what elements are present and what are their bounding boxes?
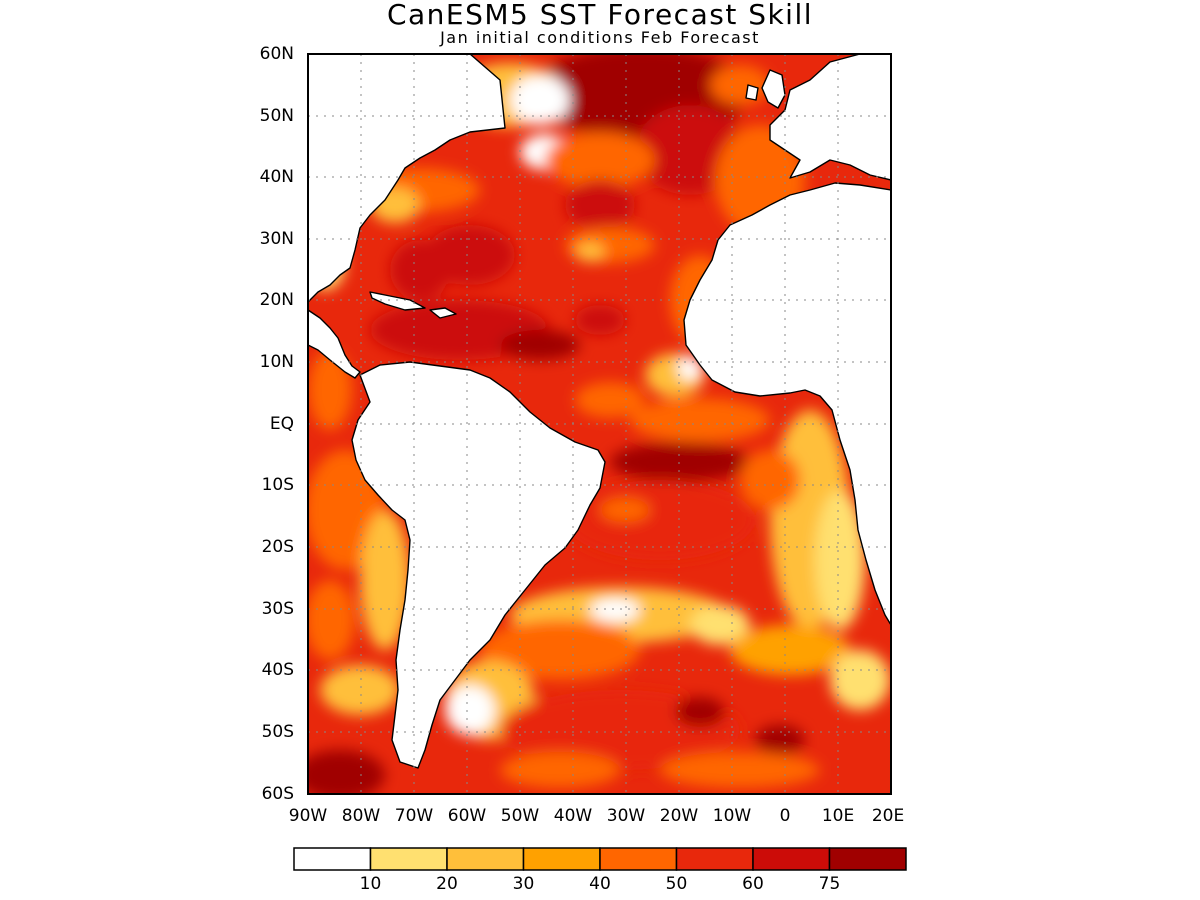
lon-tick-label: 60W <box>448 806 487 826</box>
lat-tick-label: 10N <box>260 352 294 372</box>
lon-tick-label: 40W <box>554 806 593 826</box>
colorbar-label: 20 <box>436 874 458 894</box>
skill-blob <box>308 750 385 794</box>
lat-tick-label: 60S <box>262 784 294 804</box>
skill-blob <box>500 752 620 788</box>
colorbar-label: 60 <box>742 874 764 894</box>
lat-tick-label: 20S <box>262 537 294 557</box>
longitude-labels: 90W 80W 70W 60W 50W 40W 30W 20W 10W 0 10… <box>289 806 904 826</box>
skill-blob <box>575 382 645 418</box>
plot-frame <box>307 53 892 795</box>
lat-tick-label: 50N <box>260 106 294 126</box>
colorbar-swatch <box>752 847 831 871</box>
colorbar-label: 30 <box>513 874 535 894</box>
skill-blob <box>590 598 640 622</box>
skill-blob <box>600 498 650 522</box>
colorbar-swatch <box>446 847 525 871</box>
lat-tick-label: 30N <box>260 229 294 249</box>
skill-blob <box>545 132 655 188</box>
skill-field <box>308 54 891 794</box>
colorbar-swatch <box>828 847 907 871</box>
lon-tick-label: 10E <box>822 806 854 826</box>
skill-blob <box>710 65 770 105</box>
colorbar-label: 75 <box>819 874 841 894</box>
skill-blob <box>445 685 495 735</box>
map-subtitle: Jan initial conditions Feb Forecast <box>440 28 760 47</box>
skill-blob <box>510 75 570 125</box>
skill-blob <box>360 510 410 650</box>
skill-blob <box>630 398 770 442</box>
skill-blob <box>755 725 805 755</box>
land-south-america <box>351 361 606 769</box>
lat-tick-label: EQ <box>270 414 294 434</box>
lat-tick-label: 60N <box>260 44 294 64</box>
lat-tick-label: 30S <box>262 599 294 619</box>
lon-tick-label: 90W <box>289 806 328 826</box>
colorbar-label: 40 <box>589 874 611 894</box>
land-africa <box>683 182 891 626</box>
colorbar-swatch <box>369 847 448 871</box>
latitude-labels: 60N 50N 40N 30N 20N 10N EQ 10S 20S 30S 4… <box>260 44 294 804</box>
skill-blob <box>480 620 640 680</box>
lat-tick-label: 50S <box>262 722 294 742</box>
skill-blob <box>565 180 635 230</box>
lon-tick-label: 50W <box>501 806 540 826</box>
colorbar-swatch <box>675 847 754 871</box>
skill-blob <box>575 305 625 335</box>
land-central-america <box>308 309 361 379</box>
skill-blob <box>730 625 850 675</box>
skill-blob <box>320 665 400 715</box>
lon-tick-label: 10W <box>713 806 752 826</box>
skill-blob <box>575 242 605 262</box>
skill-blob <box>830 650 890 710</box>
skill-blob <box>308 580 355 660</box>
graticule <box>308 54 891 794</box>
skill-blob <box>390 240 450 300</box>
lon-tick-label: 0 <box>780 806 791 826</box>
skill-blob <box>815 490 865 630</box>
skill-blob <box>660 752 820 788</box>
skill-blob <box>675 697 725 727</box>
lat-tick-label: 10S <box>262 475 294 495</box>
land-masses <box>308 54 891 769</box>
land-britain <box>761 69 786 109</box>
land-cuba <box>369 291 426 311</box>
skill-blob <box>740 450 800 510</box>
lon-tick-label: 70W <box>395 806 434 826</box>
skill-blob <box>690 605 750 645</box>
colorbar: 10 20 30 40 50 60 75 <box>293 847 907 894</box>
lon-tick-label: 20E <box>872 806 904 826</box>
lon-tick-label: 30W <box>607 806 646 826</box>
map-title: CanESM5 SST Forecast Skill <box>386 0 814 31</box>
land-ireland <box>745 84 759 101</box>
colorbar-label: 10 <box>360 874 382 894</box>
skill-blob <box>610 442 750 482</box>
lat-tick-label: 20N <box>260 290 294 310</box>
colorbar-swatch <box>293 847 372 871</box>
skill-blob <box>500 330 580 360</box>
land-hispaniola <box>429 307 457 319</box>
lat-tick-label: 40N <box>260 167 294 187</box>
lon-tick-label: 80W <box>342 806 381 826</box>
lon-tick-label: 20W <box>660 806 699 826</box>
colorbar-label: 50 <box>666 874 688 894</box>
colorbar-swatch <box>522 847 601 871</box>
skill-blob <box>308 350 352 430</box>
lat-tick-label: 40S <box>262 660 294 680</box>
colorbar-swatch <box>599 847 678 871</box>
